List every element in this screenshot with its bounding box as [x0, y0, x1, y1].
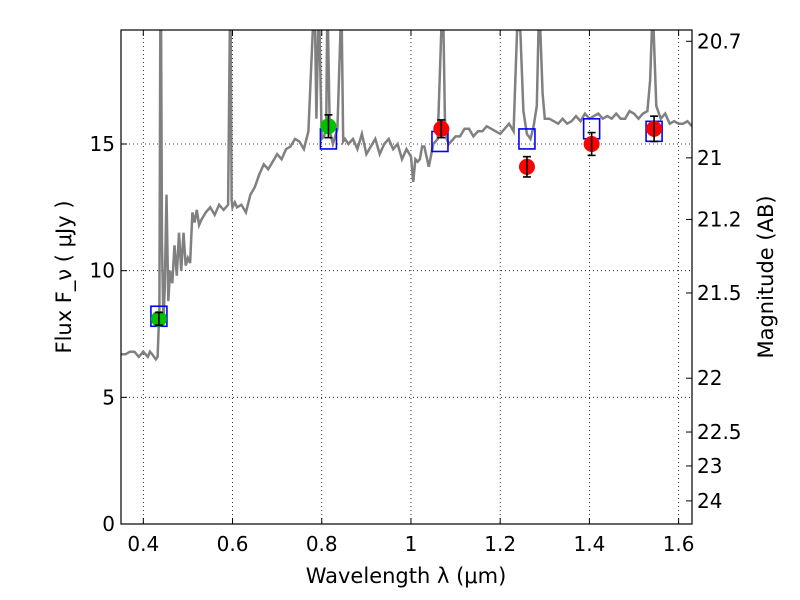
x-tick-label: 1	[405, 532, 418, 556]
plot-frame	[120, 29, 693, 525]
grid-lines	[121, 30, 692, 524]
spectrum-line	[121, 30, 692, 362]
y2-tick-label: 22.5	[697, 420, 742, 444]
y2-tick-label: 21.2	[697, 207, 742, 231]
x-tick-label: 1.4	[573, 532, 605, 556]
model-box-marker	[518, 128, 536, 150]
y-tick-label: 0	[102, 512, 115, 536]
y-axis-label: Flux F_ν ( μJy )	[52, 200, 77, 353]
x-tick-label: 0.6	[217, 532, 249, 556]
y-tick-label: 5	[102, 385, 115, 409]
x-axis-label: Wavelength λ (μm)	[306, 564, 507, 588]
y-tick-label: 10	[90, 259, 115, 283]
data-markers	[150, 114, 663, 328]
x-tick-label: 0.8	[306, 532, 338, 556]
x-tick-label: 1.2	[484, 532, 516, 556]
x-tick-label: 0.4	[127, 532, 159, 556]
y2-tick-label: 22	[697, 366, 722, 390]
y-tick-label: 15	[90, 132, 115, 156]
y2-tick-label: 21	[697, 146, 722, 170]
y2-tick-label: 21.5	[697, 281, 742, 305]
axis-ticks: 0.4 0.6 0.8 1 1.2 1.4 1.6 0 5 10 15 20.7 21 21.2 21.5 2…	[90, 29, 742, 556]
x-tick-label: 1.6	[663, 532, 695, 556]
y2-tick-label: 20.7	[697, 29, 742, 53]
y2-axis-label: Magnitude (AB)	[754, 195, 778, 358]
y2-tick-label: 23	[697, 454, 722, 478]
y2-tick-label: 24	[697, 489, 722, 513]
